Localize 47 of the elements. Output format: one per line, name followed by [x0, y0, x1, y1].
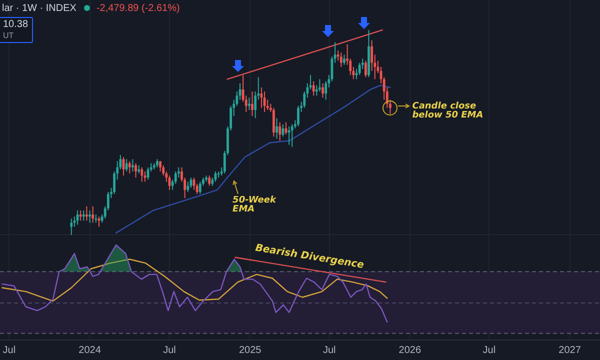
candlestick: [276, 118, 278, 140]
candlestick: [92, 206, 94, 224]
candlestick: [134, 162, 137, 178]
candlestick: [86, 206, 88, 222]
candlestick: [79, 210, 82, 222]
candlestick: [290, 124, 294, 148]
candlestick: [88, 210, 91, 224]
annotation: 50-Week EMA: [232, 195, 277, 214]
candlestick: [198, 181, 202, 194]
candlestick: [288, 126, 290, 146]
candlestick: [125, 158, 128, 172]
candlestick: [340, 52, 342, 68]
candlestick: [82, 210, 85, 222]
candlestick: [358, 62, 361, 76]
candlestick: [343, 54, 346, 66]
annotation: 10.38: [3, 19, 28, 30]
candlestick: [297, 105, 300, 127]
candlestick: [272, 107, 275, 138]
candlestick: [186, 181, 190, 192]
x-tick-label: Jul: [2, 344, 16, 356]
annotation: Candle close below 50 EMA: [412, 102, 484, 121]
candlestick: [190, 177, 192, 188]
x-tick-label: 2025: [238, 344, 262, 356]
candlestick: [159, 160, 162, 172]
annotation: UT: [3, 30, 15, 41]
candlestick: [282, 124, 284, 138]
chart-subtitle: -2,479.89 (-2.61%): [96, 3, 180, 14]
candlestick: [132, 158, 134, 172]
candlestick: [251, 91, 254, 117]
x-tick-label: Jul: [482, 344, 496, 356]
chart-title: lar · 1W · INDEX: [2, 3, 76, 14]
candlestick: [248, 97, 250, 110]
candlestick: [312, 80, 315, 96]
candlestick: [70, 218, 73, 235]
candlestick: [364, 60, 367, 78]
candlestick: [278, 122, 282, 142]
candlestick: [140, 166, 144, 182]
annotation: Bearish Divergence: [254, 242, 365, 272]
candlestick: [208, 175, 211, 186]
x-tick-label: Jul: [322, 344, 336, 356]
candlestick: [128, 160, 131, 174]
candlestick: [318, 78, 321, 92]
x-tick-label: 2027: [558, 344, 582, 356]
candlestick: [322, 82, 324, 98]
x-tick-label: 2024: [78, 344, 102, 356]
x-tick-label: Jul: [163, 344, 176, 356]
x-tick-label: 2026: [398, 344, 422, 356]
